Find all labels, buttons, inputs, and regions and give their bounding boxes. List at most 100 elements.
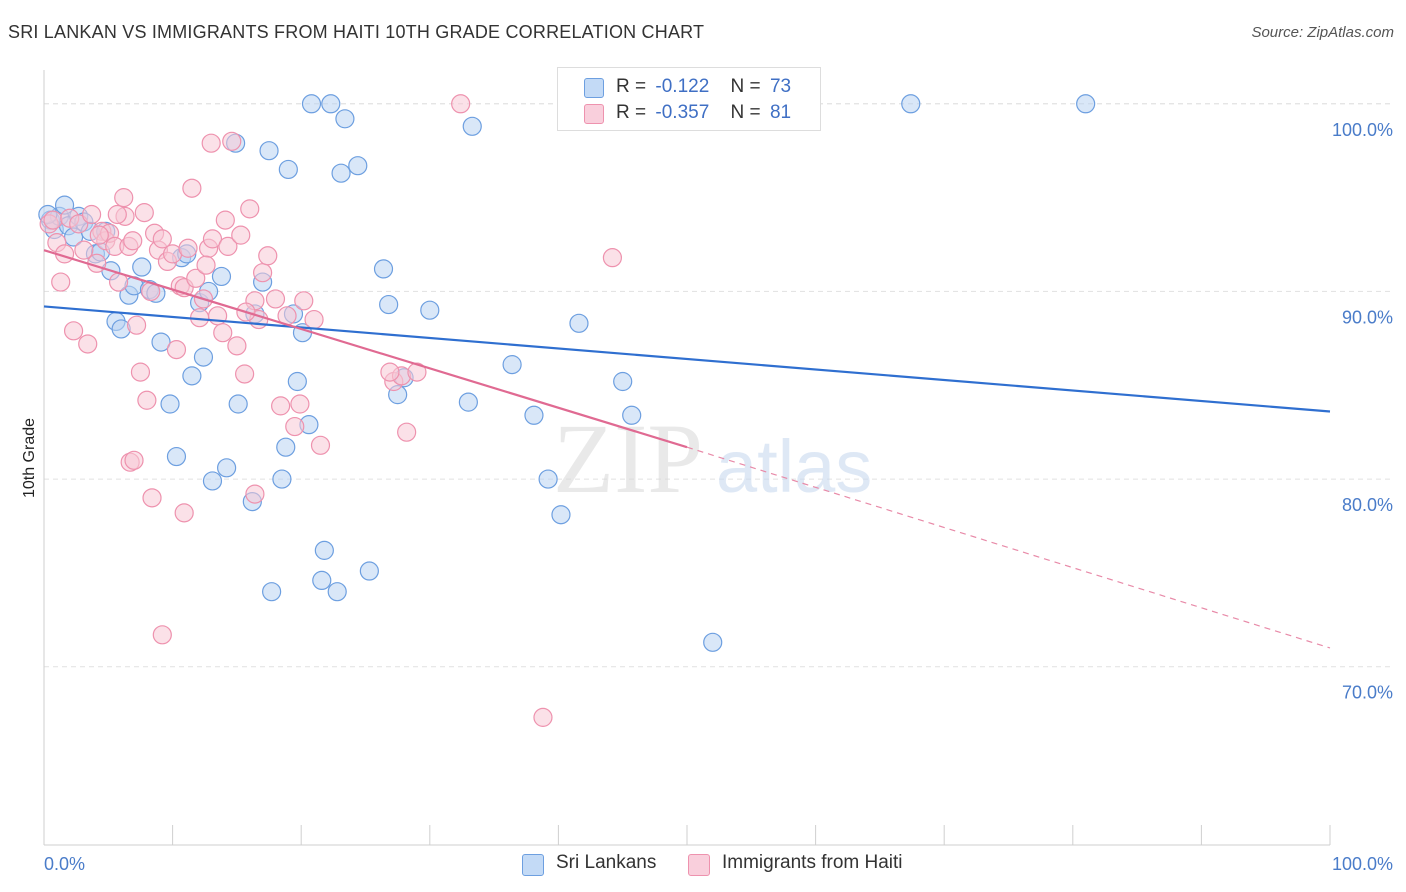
- point-sri-lankans: [901, 94, 921, 114]
- point-haiti: [152, 625, 172, 645]
- point-sri-lankans: [327, 582, 347, 602]
- point-haiti: [126, 315, 147, 335]
- watermark-atlas: atlas: [716, 425, 872, 508]
- n-label: N =: [730, 76, 761, 97]
- point-haiti: [285, 416, 305, 437]
- point-haiti: [89, 225, 109, 245]
- legend-swatch-blue: [522, 854, 544, 876]
- point-haiti: [235, 364, 255, 384]
- gridlines: [44, 103, 1392, 668]
- y-tick-label: 70.0%: [1342, 683, 1393, 703]
- point-haiti: [380, 362, 400, 382]
- point-haiti: [201, 133, 221, 153]
- point-haiti: [290, 394, 310, 414]
- y-axis-label: 10th Grade: [21, 418, 38, 498]
- point-sri-lankans: [259, 141, 279, 161]
- n-label: N =: [730, 102, 761, 123]
- point-haiti: [258, 246, 278, 266]
- y-tick-labels: 70.0% 80.0% 90.0% 100.0%: [1332, 120, 1393, 703]
- point-sri-lankans: [314, 540, 334, 560]
- point-haiti: [186, 268, 206, 288]
- point-haiti: [533, 707, 553, 727]
- point-haiti: [602, 248, 623, 268]
- point-haiti: [69, 214, 89, 234]
- point-haiti: [310, 435, 331, 455]
- point-haiti: [215, 210, 235, 230]
- point-sri-lankans: [348, 156, 368, 176]
- x-tick-label: 0.0%: [44, 854, 85, 874]
- point-sri-lankans: [331, 163, 351, 183]
- point-haiti: [134, 203, 154, 223]
- point-sri-lankans: [335, 109, 355, 129]
- legend-swatch-blue: [584, 78, 604, 98]
- point-haiti: [222, 131, 242, 151]
- chart-title: SRI LANKAN VS IMMIGRANTS FROM HAITI 10TH…: [8, 22, 705, 42]
- trend-line-haiti: [43, 249, 688, 449]
- point-sri-lankans: [276, 437, 296, 457]
- point-haiti: [196, 255, 216, 275]
- point-haiti: [451, 94, 471, 114]
- point-haiti: [227, 336, 247, 356]
- point-sri-lankans: [132, 257, 152, 277]
- trend-line-sri-lankans: [43, 305, 1331, 413]
- legend-swatch-pink: [584, 104, 604, 124]
- point-sri-lankans: [502, 355, 522, 375]
- legend-swatch-pink: [688, 854, 710, 876]
- r-label: R =: [616, 76, 647, 97]
- point-sri-lankans: [301, 94, 322, 114]
- point-sri-lankans: [551, 505, 571, 525]
- point-sri-lankans: [420, 300, 440, 320]
- point-haiti: [245, 484, 265, 504]
- point-haiti: [51, 272, 71, 292]
- point-sri-lankans: [524, 405, 544, 425]
- point-haiti: [107, 204, 127, 225]
- point-haiti: [265, 289, 286, 309]
- point-haiti: [74, 240, 94, 260]
- point-sri-lankans: [151, 332, 171, 352]
- point-sri-lankans: [278, 159, 298, 180]
- point-sri-lankans: [622, 405, 642, 425]
- y-tick-label: 100.0%: [1332, 120, 1393, 140]
- point-haiti: [397, 422, 417, 442]
- r-value: -0.122: [655, 76, 710, 97]
- point-sri-lankans: [359, 561, 379, 581]
- n-value: 81: [769, 102, 792, 123]
- point-haiti: [123, 231, 143, 251]
- trend-extension-haiti: [686, 446, 1331, 649]
- point-sri-lankans: [202, 471, 223, 491]
- point-sri-lankans: [166, 446, 187, 467]
- point-haiti: [78, 334, 98, 354]
- point-sri-lankans: [373, 259, 394, 279]
- point-haiti: [63, 321, 84, 341]
- point-sri-lankans: [312, 570, 332, 591]
- point-haiti: [407, 362, 427, 382]
- point-haiti: [114, 188, 134, 208]
- point-haiti: [81, 204, 102, 225]
- point-haiti: [182, 178, 202, 198]
- point-haiti: [231, 225, 251, 245]
- point-haiti: [178, 238, 198, 258]
- point-sri-lankans: [287, 371, 307, 392]
- point-haiti: [213, 323, 233, 343]
- y-tick-label: 90.0%: [1342, 307, 1393, 327]
- point-haiti: [174, 503, 194, 523]
- legend-label: Immigrants from Haiti: [722, 852, 903, 873]
- point-sri-lankans: [217, 458, 237, 478]
- series-legend: Sri Lankans Immigrants from Haiti: [0, 851, 1406, 879]
- r-label: R =: [616, 102, 647, 123]
- point-sri-lankans: [228, 394, 248, 414]
- point-haiti: [130, 362, 151, 382]
- point-sri-lankans: [272, 469, 292, 489]
- axes: [43, 70, 1331, 846]
- point-sri-lankans: [262, 582, 282, 602]
- point-haiti: [271, 396, 291, 416]
- source-credit: Source: ZipAtlas.com: [1251, 24, 1394, 41]
- point-sri-lankans: [379, 294, 399, 315]
- x-tick-labels: 0.0% 100.0%: [44, 854, 1393, 874]
- point-sri-lankans: [538, 469, 558, 489]
- point-sri-lankans: [193, 347, 214, 367]
- legend-label: Sri Lankans: [556, 852, 657, 873]
- trend-lines: [43, 249, 1331, 649]
- r-value: -0.357: [655, 102, 710, 123]
